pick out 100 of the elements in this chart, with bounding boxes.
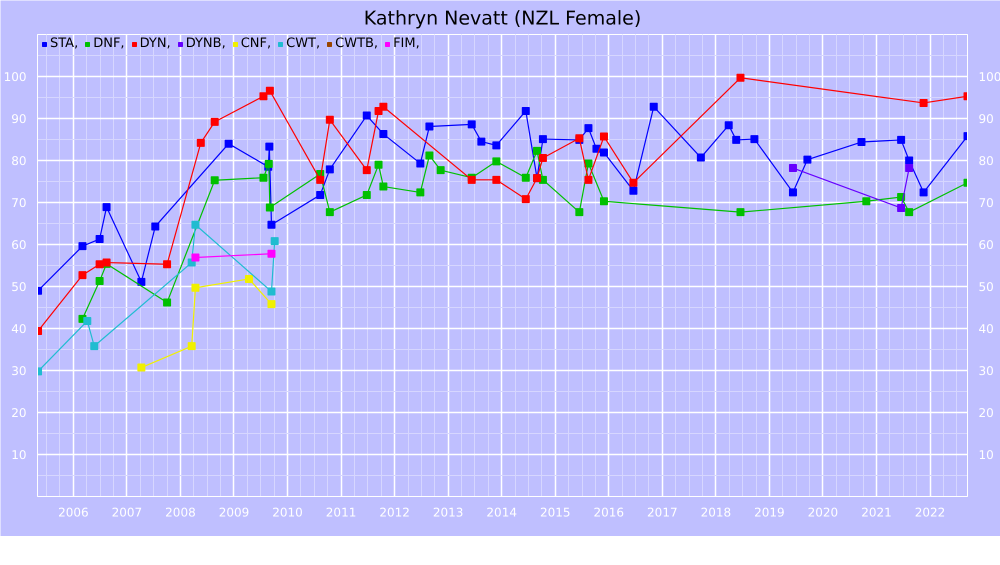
y-tick-label: 100 — [4, 70, 26, 84]
legend-label: DYNB, — [186, 36, 226, 51]
x-tick-label: 2020 — [808, 506, 838, 520]
point — [905, 156, 914, 164]
point — [905, 164, 914, 172]
point — [803, 156, 812, 164]
point — [191, 220, 200, 229]
y2-tick-label: 50 — [978, 280, 994, 294]
x-tick-label: 2021 — [861, 506, 892, 520]
y2-tick-label: 20 — [978, 406, 994, 420]
point — [436, 166, 445, 174]
point — [629, 186, 638, 195]
legend-label: CWTB, — [335, 36, 378, 51]
x-tick-label: 2016 — [594, 506, 624, 520]
point — [379, 102, 388, 111]
y-tick-label: 80 — [11, 154, 27, 168]
chart-title: Kathryn Nevatt (NZL Female) — [364, 8, 642, 30]
point — [788, 164, 797, 172]
point — [316, 176, 324, 184]
point — [78, 271, 86, 280]
point — [897, 204, 906, 212]
point — [477, 138, 486, 146]
point — [266, 86, 274, 95]
point — [724, 121, 733, 130]
point — [600, 148, 608, 157]
point — [210, 118, 219, 126]
point — [163, 260, 172, 268]
point — [264, 160, 273, 168]
point — [857, 138, 866, 146]
y-tick-label: 70 — [11, 196, 27, 210]
point — [522, 106, 530, 115]
y-tick-label: 90 — [11, 112, 27, 126]
point — [362, 190, 371, 199]
point — [270, 237, 279, 246]
y2-tick-label: 30 — [978, 364, 994, 378]
x-tick-label: 2022 — [914, 506, 946, 520]
point — [416, 188, 424, 196]
point — [425, 122, 434, 130]
point — [137, 278, 146, 286]
point — [538, 135, 547, 144]
legend-label: STA, — [50, 36, 78, 51]
point — [538, 154, 547, 162]
point — [425, 151, 434, 160]
x-tick-label: 2006 — [58, 506, 89, 520]
point — [244, 274, 253, 283]
x-tick-label: 2014 — [486, 506, 517, 520]
point — [468, 120, 476, 128]
point — [379, 130, 388, 138]
point — [259, 92, 268, 100]
legend-label: CNF, — [240, 36, 272, 51]
legend-label: FIM, — [393, 36, 420, 51]
point — [83, 316, 92, 325]
y2-tick-label: 40 — [978, 322, 994, 336]
legend-label: DNF, — [93, 36, 125, 51]
x-tick-label: 2012 — [379, 506, 410, 520]
point — [522, 195, 530, 204]
y-tick-label: 60 — [11, 238, 27, 252]
point — [629, 178, 638, 187]
x-tick-label: 2011 — [326, 506, 356, 520]
point — [90, 342, 98, 350]
point — [267, 220, 276, 229]
point — [736, 74, 744, 82]
point — [188, 342, 196, 350]
point — [96, 277, 104, 286]
point — [96, 260, 104, 268]
point — [897, 136, 906, 144]
x-tick-label: 2009 — [218, 506, 250, 520]
point — [265, 142, 274, 151]
point — [584, 124, 592, 132]
point — [492, 157, 500, 166]
point — [920, 98, 928, 107]
y2-tick-label: 90 — [978, 112, 994, 126]
point — [362, 112, 371, 120]
point — [788, 188, 797, 196]
point — [600, 197, 608, 206]
point — [326, 208, 334, 216]
point — [492, 141, 500, 150]
y2-tick-label: 60 — [978, 238, 994, 252]
point — [267, 288, 276, 296]
point — [259, 174, 268, 182]
point — [163, 298, 172, 306]
point — [905, 208, 914, 216]
point — [600, 132, 608, 141]
y2-tick-label: 70 — [978, 196, 994, 210]
legend-label: DYN, — [140, 36, 171, 51]
point — [584, 176, 592, 184]
y-tick-label: 30 — [11, 364, 27, 378]
point — [196, 138, 205, 147]
y-tick-label: 20 — [11, 406, 27, 420]
x-tick-label: 2015 — [540, 506, 571, 520]
point — [750, 135, 758, 144]
point — [316, 190, 324, 199]
y-tick-label: 40 — [11, 322, 27, 336]
point — [416, 159, 424, 168]
point — [522, 174, 530, 182]
point — [151, 222, 160, 230]
point — [96, 235, 104, 244]
y2-tick-label: 80 — [978, 154, 994, 168]
point — [191, 284, 200, 292]
point — [862, 197, 870, 206]
